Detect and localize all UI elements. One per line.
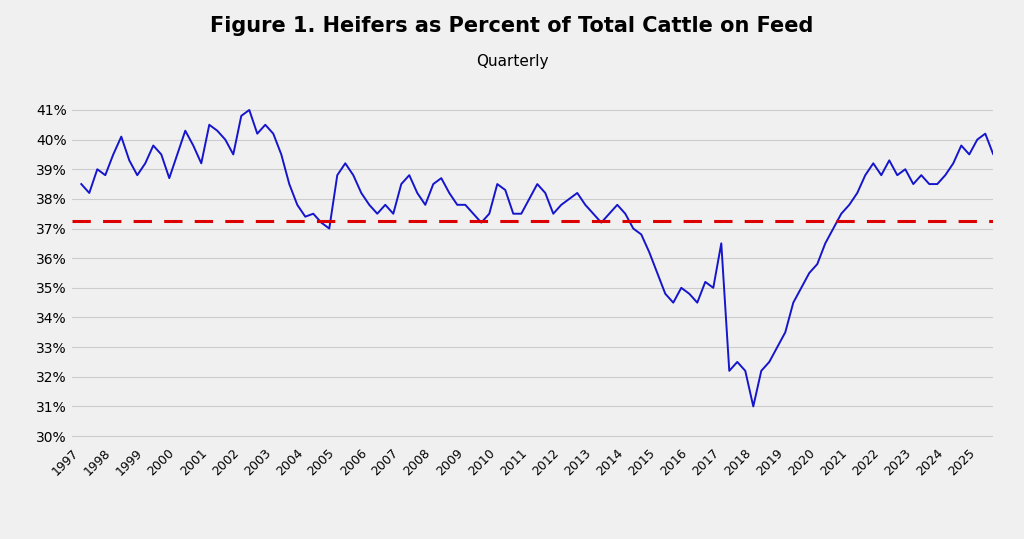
Text: Figure 1. Heifers as Percent of Total Cattle on Feed: Figure 1. Heifers as Percent of Total Ca…: [210, 16, 814, 36]
Text: Quarterly: Quarterly: [476, 54, 548, 69]
